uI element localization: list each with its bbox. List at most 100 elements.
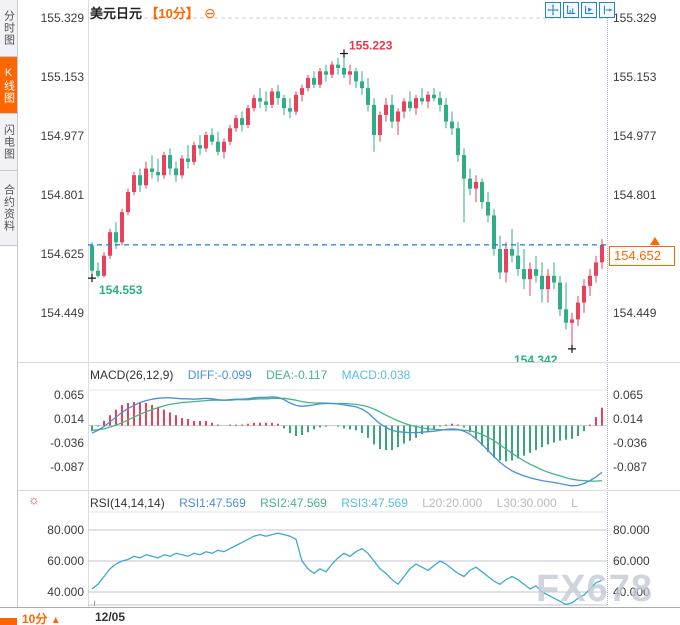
candle-body xyxy=(270,91,274,105)
candle-body xyxy=(144,168,148,186)
extreme-price-annotation: 154.342 xyxy=(514,353,558,362)
symbol-name: 美元日元 xyxy=(90,6,143,21)
macd-hist-bar xyxy=(175,415,177,426)
macd-hist-bar xyxy=(217,424,219,426)
candle-body xyxy=(198,145,202,149)
candle-body xyxy=(312,78,316,85)
macd-hist-bar xyxy=(319,425,321,428)
rsi2-value: RSI2:47.569 xyxy=(260,496,327,510)
zoom-out-icon[interactable]: ⊖ xyxy=(204,5,216,21)
candle-body xyxy=(414,98,418,109)
candle-body xyxy=(180,158,184,176)
macd-hist-bar xyxy=(463,425,465,428)
date-axis-tick xyxy=(94,601,95,606)
candle-body xyxy=(426,94,430,102)
macd-hist-bar xyxy=(151,404,153,426)
macd-hist-bar xyxy=(313,425,315,430)
sidebar-item-label: 合约资料 xyxy=(2,184,15,232)
candle-body xyxy=(384,104,388,115)
candle-body xyxy=(186,158,190,162)
rsi-line xyxy=(91,532,603,606)
pan-icon[interactable] xyxy=(545,2,561,18)
candle-body xyxy=(468,178,472,189)
candle-body xyxy=(138,175,142,186)
rsi3-value: RSI3:47.569 xyxy=(341,496,408,510)
candle-body xyxy=(210,135,214,142)
candle-body xyxy=(594,262,598,276)
macd-hist-bar xyxy=(589,424,591,426)
macd-hist-bar xyxy=(193,420,195,426)
period-selector[interactable]: 10分 ▲ xyxy=(22,610,61,625)
plot-left-border xyxy=(88,0,89,625)
main-candlestick-chart[interactable]: 155.329 155.329 155.153 155.153 154.977 154.9… xyxy=(0,0,680,362)
candle-body xyxy=(552,275,556,283)
rsi-panel-chart[interactable]: 80.000 80.000 60.000 60.000 40.000 40.000 xyxy=(0,490,680,607)
macd-hist-bar xyxy=(349,425,351,430)
candle-body xyxy=(294,94,298,112)
sidebar-next-tab-strip[interactable] xyxy=(0,618,17,625)
sidebar-item-label: K线图 xyxy=(2,66,15,104)
zoom-y-axis-icon[interactable] xyxy=(563,2,579,18)
sidebar-item-lightning-chart[interactable]: 闪电图 xyxy=(0,114,17,171)
candle-body xyxy=(540,275,544,290)
candle-body xyxy=(420,98,424,102)
macd-hist-bar xyxy=(247,423,249,426)
sidebar-item-contract-info[interactable]: 合约资料 xyxy=(0,171,17,246)
period-selector-arrow-icon: ▲ xyxy=(50,615,61,625)
macd-bar-value: MACD:0.038 xyxy=(341,368,411,382)
macd-hist-bar xyxy=(391,425,393,451)
extreme-price-annotation: 155.223 xyxy=(349,39,393,53)
candle-body xyxy=(450,121,454,129)
price-up-arrow-icon xyxy=(650,237,660,245)
candle-body xyxy=(318,71,322,85)
candle-body xyxy=(192,145,196,162)
candle-body xyxy=(300,88,304,95)
macd-header: MACD(26,12,9) DIFF:-0.099 DEA:-0.117 MAC… xyxy=(90,368,606,382)
candle-body xyxy=(120,212,124,243)
candle-body xyxy=(504,249,508,273)
macd-hist-bar xyxy=(133,402,135,426)
macd-hist-bar xyxy=(235,424,237,426)
macd-hist-bar xyxy=(109,415,111,426)
macd-hist-bar xyxy=(499,425,501,461)
candle-body xyxy=(126,192,130,213)
macd-hist-bar xyxy=(421,425,423,435)
sidebar-item-kline-chart[interactable]: K线图 xyxy=(0,57,17,114)
candle-body xyxy=(324,71,328,75)
macd-hist-bar xyxy=(397,425,399,448)
macd-hist-bar xyxy=(541,425,543,448)
macd-hist-bar xyxy=(451,423,453,426)
shift-right-icon[interactable] xyxy=(599,2,615,18)
macd-hist-bar xyxy=(481,425,483,446)
macd-hist-bar xyxy=(127,403,129,426)
candle-body xyxy=(102,255,106,276)
candle-body xyxy=(150,168,154,172)
macd-axis-label-left: 0.014 xyxy=(54,412,84,426)
sidebar-item-timeline-chart[interactable]: 分时图 xyxy=(0,0,17,57)
candle-body xyxy=(486,202,490,216)
candle-body xyxy=(96,270,100,276)
candle-body xyxy=(558,282,562,310)
macd-hist-bar xyxy=(181,418,183,426)
price-axis-label-left: 154.625 xyxy=(41,247,85,261)
macd-hist-bar xyxy=(403,425,405,444)
rsi-axis-label-right: 60.000 xyxy=(613,554,650,568)
candle-body xyxy=(396,111,400,122)
zoom-x-axis-icon[interactable] xyxy=(581,2,597,18)
candle-body xyxy=(378,114,382,135)
macd-panel-chart[interactable]: 0.065 0.065 0.014 0.014 -0.036 -0.036 -0.087 -0… xyxy=(0,362,680,490)
candle-body xyxy=(492,215,496,249)
candle-body xyxy=(348,71,352,75)
candle-body xyxy=(282,98,286,109)
macd-hist-bar xyxy=(385,425,387,451)
macd-hist-bar xyxy=(289,425,291,434)
extreme-price-annotation: 154.553 xyxy=(99,283,143,297)
plot-right-dotted-border xyxy=(607,18,608,605)
candle-body xyxy=(336,64,340,68)
price-axis-label-right: 154.977 xyxy=(613,129,657,143)
macd-hist-bar xyxy=(121,404,123,426)
macd-hist-bar xyxy=(493,425,495,458)
rsi-axis-label-right: 40.000 xyxy=(613,585,650,599)
bottom-bar xyxy=(0,607,680,625)
rsi-header: RSI(14,14,14) RSI1:47.569 RSI2:47.569 RS… xyxy=(90,496,606,510)
